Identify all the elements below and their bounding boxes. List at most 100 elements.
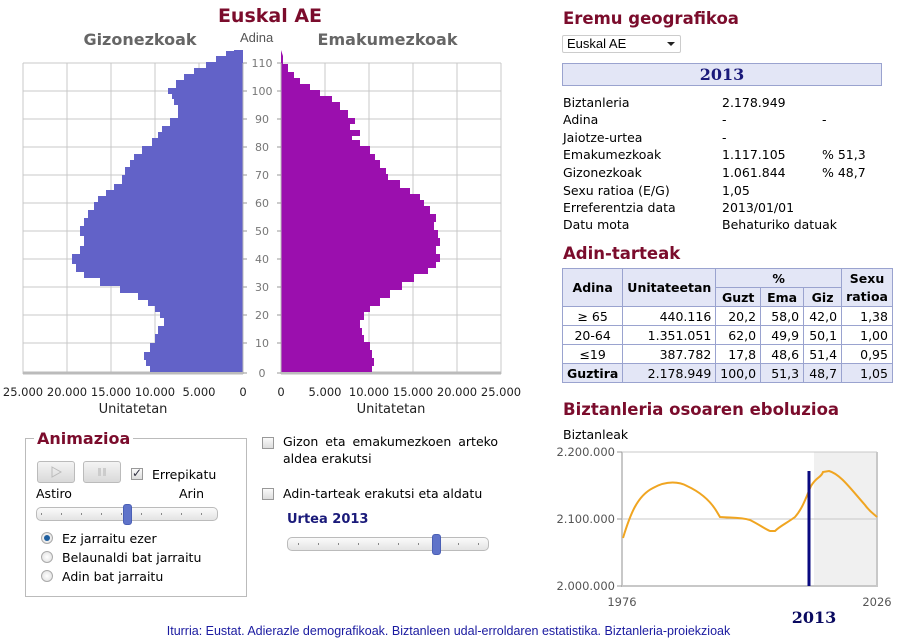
speed-slider-thumb[interactable] (123, 504, 132, 525)
svg-text:5.000: 5.000 (309, 385, 342, 399)
radio-follow-generation-label: Belaunaldi bat jarraitu (62, 550, 202, 565)
animation-panel (25, 438, 247, 597)
col-ratio-2: ratioa (841, 287, 893, 307)
year-label: Urtea 2013 (287, 512, 369, 527)
play-icon (51, 466, 62, 478)
info-row-age: Adina - - (563, 112, 827, 127)
repeat-label: Errepikatu (152, 467, 217, 482)
age-ranges-table: Adina Unitateetan % Sexu Guzt Ema Giz ra… (561, 268, 893, 383)
svg-text:80: 80 (255, 141, 269, 154)
svg-text:20.000: 20.000 (47, 385, 87, 399)
animation-legend: Animazioa (34, 429, 134, 448)
table-row: ≤19 387.782 17,8 48,6 51,4 0,95 (561, 344, 893, 364)
svg-text:2.100.000: 2.100.000 (556, 512, 615, 526)
age-axis: 0 10 20 30 40 50 60 70 80 90 100 110 (242, 57, 282, 380)
pause-button[interactable] (83, 461, 121, 483)
svg-text:40: 40 (255, 253, 269, 266)
col-women: Ema (760, 287, 805, 307)
svg-text:0: 0 (259, 367, 266, 380)
svg-text:50: 50 (255, 225, 269, 238)
col-ratio-1: Sexu (841, 268, 893, 288)
svg-text:10.000: 10.000 (349, 385, 389, 399)
year-banner: 2013 (562, 63, 882, 86)
current-year-label: 2013 (792, 608, 837, 627)
show-age-ranges-checkbox[interactable] (262, 488, 274, 500)
svg-text:15.000: 15.000 (393, 385, 433, 399)
svg-text:2.200.000: 2.200.000 (556, 445, 615, 459)
svg-text:25.000: 25.000 (3, 385, 43, 399)
geo-heading: Eremu geografikoa (563, 9, 739, 28)
evolution-y-label: Biztanleak (563, 427, 629, 442)
info-row-population: Biztanleria 2.178.949 (563, 95, 786, 110)
svg-text:0: 0 (277, 385, 284, 399)
info-row-men: Gizonezkoak 1.061.844 % 48,7 (563, 165, 866, 180)
info-row-women: Emakumezkoak 1.117.105 % 51,3 (563, 147, 866, 162)
geo-select[interactable]: Euskal AE (562, 35, 681, 53)
svg-text:10.000: 10.000 (135, 385, 175, 399)
pause-icon (98, 468, 106, 476)
year-slider[interactable] (287, 534, 489, 555)
svg-text:20.000: 20.000 (437, 385, 477, 399)
geo-select-value: Euskal AE (567, 36, 627, 51)
men-label: Gizonezkoak (83, 30, 197, 49)
svg-text:110: 110 (252, 57, 273, 70)
women-x-ticks: 0 5.000 10.000 15.000 20.000 25.000 (277, 385, 521, 399)
svg-text:2.000.000: 2.000.000 (556, 579, 615, 593)
fast-label: Arin (179, 486, 205, 501)
men-x-label: Unitatetan (99, 402, 168, 417)
info-row-birth-year: Jaiotze-urtea - (563, 130, 727, 145)
info-row-sex-ratio: Sexu ratioa (E/G) 1,05 (563, 183, 750, 198)
men-x-ticks: 25.000 20.000 15.000 10.000 5.000 0 (3, 385, 247, 399)
source-footer: Iturria: Eustat. Adierazle demografikoak… (166, 624, 731, 638)
show-difference-checkbox[interactable] (262, 437, 274, 449)
show-age-ranges-label: Adin-tarteak erakutsi eta aldatu (283, 486, 483, 501)
age-ranges-heading: Adin-tarteak (563, 244, 681, 263)
svg-text:15.000: 15.000 (91, 385, 131, 399)
radio-follow-age-label: Adin bat jarraitu (62, 569, 164, 584)
svg-text:2026: 2026 (862, 595, 891, 609)
radio-follow-none-label: Ez jarraitu ezer (62, 531, 157, 546)
svg-text:0: 0 (239, 385, 246, 399)
show-difference-label-1: Gizon eta emakumezkoen arteko (283, 434, 499, 449)
col-units: Unitateetan (622, 268, 717, 307)
radio-follow-none[interactable] (41, 532, 53, 544)
table-row-total: Guztira 2.178.949 100,0 51,3 48,7 1,05 (561, 363, 893, 383)
women-label: Emakumezkoak (317, 30, 458, 49)
svg-text:100: 100 (252, 85, 273, 98)
svg-text:90: 90 (255, 113, 269, 126)
col-men: Giz (803, 287, 843, 307)
men-bars (72, 50, 243, 372)
chevron-down-icon (667, 42, 675, 46)
col-age: Adina (561, 268, 624, 307)
radio-follow-age[interactable] (41, 570, 53, 582)
women-x-label: Unitatetan (357, 402, 426, 417)
col-total: Guzt (715, 287, 762, 307)
slow-label: Astiro (36, 486, 72, 501)
show-difference-label-2: aldea erakutsi (283, 451, 372, 466)
svg-text:70: 70 (255, 169, 269, 182)
table-row: 20-64 1.351.051 62,0 49,9 50,1 1,00 (561, 325, 893, 345)
svg-text:25.000: 25.000 (481, 385, 521, 399)
age-axis-label: Adina (240, 30, 274, 45)
svg-text:5.000: 5.000 (183, 385, 216, 399)
svg-text:10: 10 (255, 337, 269, 350)
svg-text:20: 20 (255, 309, 269, 322)
evolution-chart: 2.200.000 2.100.000 2.000.000 1976 2026 … (556, 445, 891, 627)
svg-text:1976: 1976 (607, 595, 636, 609)
pyramid-title: Euskal AE (217, 5, 323, 27)
year-slider-thumb[interactable] (432, 534, 441, 555)
evolution-heading: Biztanleria osoaren eboluzioa (563, 400, 840, 419)
speed-slider[interactable] (36, 504, 218, 525)
svg-text:30: 30 (255, 281, 269, 294)
info-row-data-type: Datu mota Behaturiko datuak (563, 217, 838, 232)
play-button[interactable] (37, 461, 75, 483)
radio-follow-generation[interactable] (41, 551, 53, 563)
population-pyramid-chart: 0 10 20 30 40 50 60 70 80 90 100 110 25.… (3, 50, 521, 417)
women-bars (281, 50, 440, 372)
info-row-ref-date: Erreferentzia data 2013/01/01 (563, 200, 795, 215)
col-pct: % (715, 268, 843, 288)
svg-text:60: 60 (255, 197, 269, 210)
repeat-checkbox[interactable] (131, 466, 143, 480)
table-row: ≥ 65 440.116 20,2 58,0 42,0 1,38 (561, 306, 893, 326)
population-line (622, 469, 878, 539)
